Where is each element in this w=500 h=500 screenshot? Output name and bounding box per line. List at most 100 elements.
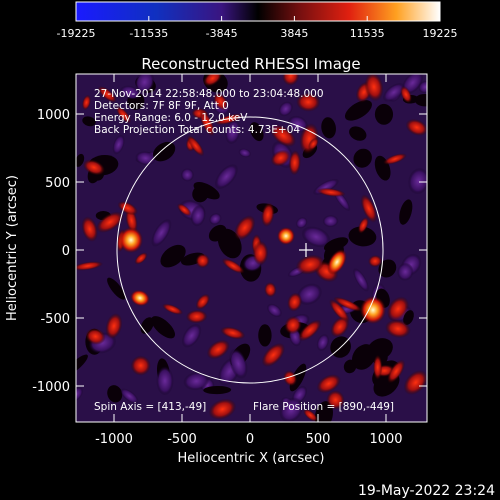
intensity-blob <box>374 103 394 125</box>
y-tick-label: -1000 <box>32 380 70 395</box>
intensity-blob <box>151 218 172 247</box>
intensity-blob <box>199 109 215 137</box>
intensity-blob <box>214 163 239 190</box>
intensity-blob <box>301 226 331 248</box>
intensity-blob <box>81 216 98 242</box>
x-axis-label: Heliocentric X (arcsec) <box>178 451 325 466</box>
intensity-blob <box>270 124 297 147</box>
intensity-blob <box>283 370 298 387</box>
colorbar-tick-label: 19225 <box>423 27 458 40</box>
intensity-blob <box>266 303 283 318</box>
intensity-blob <box>76 153 85 167</box>
intensity-blob <box>414 93 427 107</box>
intensity-blob <box>383 153 407 165</box>
intensity-blob <box>115 106 132 124</box>
intensity-blob <box>261 202 275 227</box>
y-tick-label: -500 <box>40 312 70 327</box>
y-tick-label: 0 <box>62 244 70 259</box>
intensity-blob <box>156 366 174 396</box>
colorbar-tick-label: 11535 <box>350 27 385 40</box>
intensity-blob <box>270 149 291 167</box>
intensity-blob <box>364 74 384 102</box>
axis-ticks <box>76 74 427 422</box>
intensity-blob <box>399 199 413 225</box>
y-axis-label: Heliocentric Y (arcsec) <box>5 175 20 321</box>
intensity-blob <box>316 333 330 352</box>
intensity-blob <box>348 226 377 247</box>
spin-axis-text: Spin Axis = [413,-49] <box>94 401 206 413</box>
intensity-blob <box>298 319 322 342</box>
intensity-blob <box>353 148 372 168</box>
x-tick-label: -1000 <box>95 432 133 447</box>
intensity-blob <box>105 313 123 339</box>
intensity-blob <box>85 328 106 345</box>
intensity-blob <box>192 185 209 203</box>
intensity-blob <box>373 354 383 380</box>
solar-limb-circle <box>116 116 384 384</box>
intensity-blob <box>120 388 139 404</box>
intensity-blob <box>112 134 125 155</box>
info-energy-range: Energy Range: 6.0 - 12.0 keV <box>94 112 248 124</box>
intensity-blob <box>403 370 427 395</box>
intensity-blob <box>97 86 117 103</box>
intensity-blob <box>220 326 246 340</box>
intensity-blob <box>357 216 369 234</box>
intensity-blob <box>208 212 222 225</box>
intensity-blob <box>288 150 301 176</box>
intensity-blob <box>214 113 243 125</box>
y-tick-label: 500 <box>45 176 70 191</box>
info-time-range: 27-Nov-2014 22:58:48.000 to 23:04:48.000 <box>94 88 324 100</box>
intensity-blob <box>190 204 206 227</box>
intensity-blob <box>180 168 194 182</box>
image-title: Reconstructed RHESSI Image <box>141 55 360 73</box>
intensity-blob <box>160 244 186 268</box>
colorbar-tick-label: -19225 <box>57 27 96 40</box>
intensity-blob <box>277 227 295 245</box>
intensity-blob <box>308 137 319 151</box>
intensity-blob <box>152 141 176 162</box>
y-tick-label: 1000 <box>37 108 70 123</box>
intensity-blob <box>316 374 341 394</box>
image-map <box>76 74 427 422</box>
intensity-blob <box>282 74 300 86</box>
intensity-blob <box>296 92 321 112</box>
intensity-blob <box>296 283 323 306</box>
intensity-blob <box>82 116 96 127</box>
intensity-blob <box>321 117 336 139</box>
x-tick-label: 0 <box>246 432 254 447</box>
intensity-blob <box>303 408 318 422</box>
spin-axis-marker <box>299 243 313 257</box>
intensity-blob <box>295 254 325 275</box>
intensity-blob <box>322 214 339 228</box>
x-tick-label: -500 <box>167 432 197 447</box>
footer-timestamp: 19-May-2022 23:24 <box>358 483 495 499</box>
intensity-blob <box>181 323 202 348</box>
intensity-blob <box>221 258 245 274</box>
intensity-blob <box>284 316 302 335</box>
colorbar <box>75 1 441 22</box>
intensity-blob <box>208 398 237 420</box>
intensity-blob <box>195 293 210 310</box>
intensity-blob <box>351 344 376 370</box>
intensity-blob <box>81 94 91 111</box>
intensity-blob <box>258 324 272 347</box>
intensity-blob <box>382 82 405 102</box>
intensity-blob <box>261 342 286 367</box>
intensity-blob <box>134 252 148 265</box>
intensity-blob <box>76 261 104 271</box>
intensity-blob <box>183 371 210 391</box>
intensity-blob <box>213 92 229 111</box>
intensity-blob <box>387 359 406 384</box>
intensity-blob <box>316 187 346 197</box>
intensity-blob <box>252 240 269 266</box>
intensity-blob <box>343 359 357 374</box>
intensity-blob <box>327 249 347 275</box>
intensity-blob <box>134 74 155 94</box>
intensity-blob <box>107 277 126 300</box>
intensity-blob <box>333 296 363 312</box>
intensity-blob <box>360 296 386 324</box>
intensity-blob <box>418 80 427 94</box>
intensity-blob <box>206 339 230 360</box>
intensity-blob <box>400 85 412 104</box>
intensity-blob <box>224 119 241 145</box>
